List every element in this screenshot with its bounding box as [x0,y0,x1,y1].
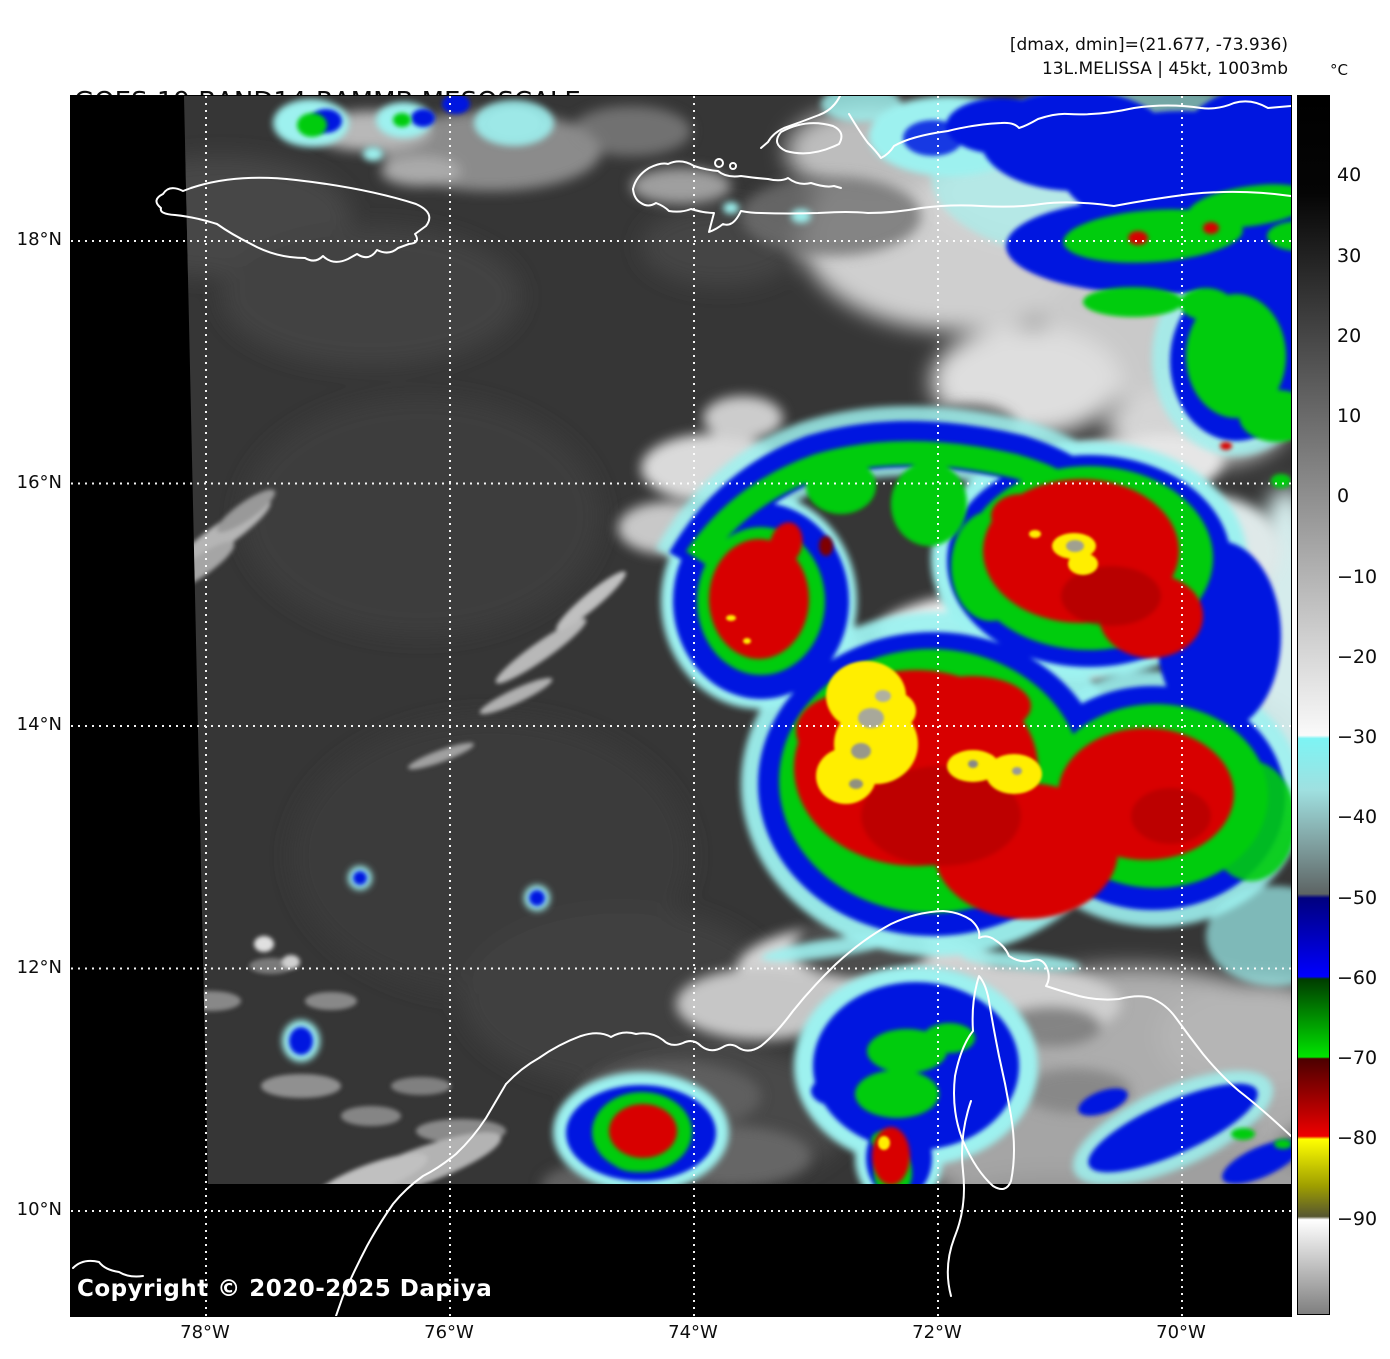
colorbar-tick-label: −20 [1337,645,1378,668]
storm-status: 13L.MELISSA | 45kt, 1003mb [1041,59,1288,80]
storm-info-block: [dmax, dmin]=(21.677, -73.936) 13L.MELIS… [1010,33,1288,81]
coastline-hispaniola-north [848,100,1292,159]
satellite-map: Copyright © 2020-2025 Dapiya [70,95,1292,1317]
coastline-haiti-north-claw [760,95,841,149]
latlon-gridlines [71,96,1291,1316]
colorbar-tick-label: −10 [1337,565,1378,588]
coastline-south-america [505,910,1292,1137]
colorbar-tick-label: 40 [1337,164,1362,187]
colorbar-tick-label: −50 [1337,886,1378,909]
lat-label: 16°N [16,471,62,493]
colorbar-tick-label: −30 [1337,726,1378,749]
temperature-colorbar [1297,95,1330,1315]
coastline-border-river [946,1100,972,1297]
coastline-panama [72,1259,144,1278]
colorbar-tick-label: −60 [1337,966,1378,989]
colorbar-tick-label: 30 [1337,244,1362,267]
lon-label: 78°W [180,1322,230,1343]
coastline-colombia-west [335,1083,507,1317]
colorbar-tick-label: −70 [1337,1047,1378,1070]
coastline-lake-maracaibo [953,975,1015,1191]
lon-label: 72°W [912,1322,962,1343]
coastline-jamaica [155,176,431,263]
colorbar-tick-label: −40 [1337,806,1378,829]
coastline-tiburon-north [632,160,842,190]
lat-label: 14°N [16,714,62,735]
satellite-imagery [71,95,1292,1317]
colorbar-unit-label: °C [1330,61,1348,79]
dmax-dmin-readout: [dmax, dmin]=(21.677, -73.936) [1009,35,1288,55]
colorbar-tick-label: 10 [1337,405,1362,428]
coastline-gonave-island [776,122,843,155]
coastline-hispaniola-south [632,188,1292,233]
lat-label: 12°N [16,956,62,978]
coastline-islet [714,158,724,168]
copyright-watermark: Copyright © 2020-2025 Dapiya [77,1276,493,1302]
colorbar-tick-label: −80 [1337,1127,1378,1150]
imagery-layers [184,96,1291,1184]
lon-label: 70°W [1156,1322,1206,1343]
coastlines [72,95,1292,1317]
lat-label: 10°N [16,1199,62,1220]
coastline-islet [729,162,737,170]
lon-label: 76°W [424,1322,474,1343]
lon-label: 74°W [668,1322,718,1343]
lat-label: 18°N [16,229,62,250]
colorbar-tick-label: −90 [1337,1207,1378,1230]
colorbar-tick-label: 20 [1337,324,1362,347]
colorbar-tick-label: 0 [1337,485,1350,508]
